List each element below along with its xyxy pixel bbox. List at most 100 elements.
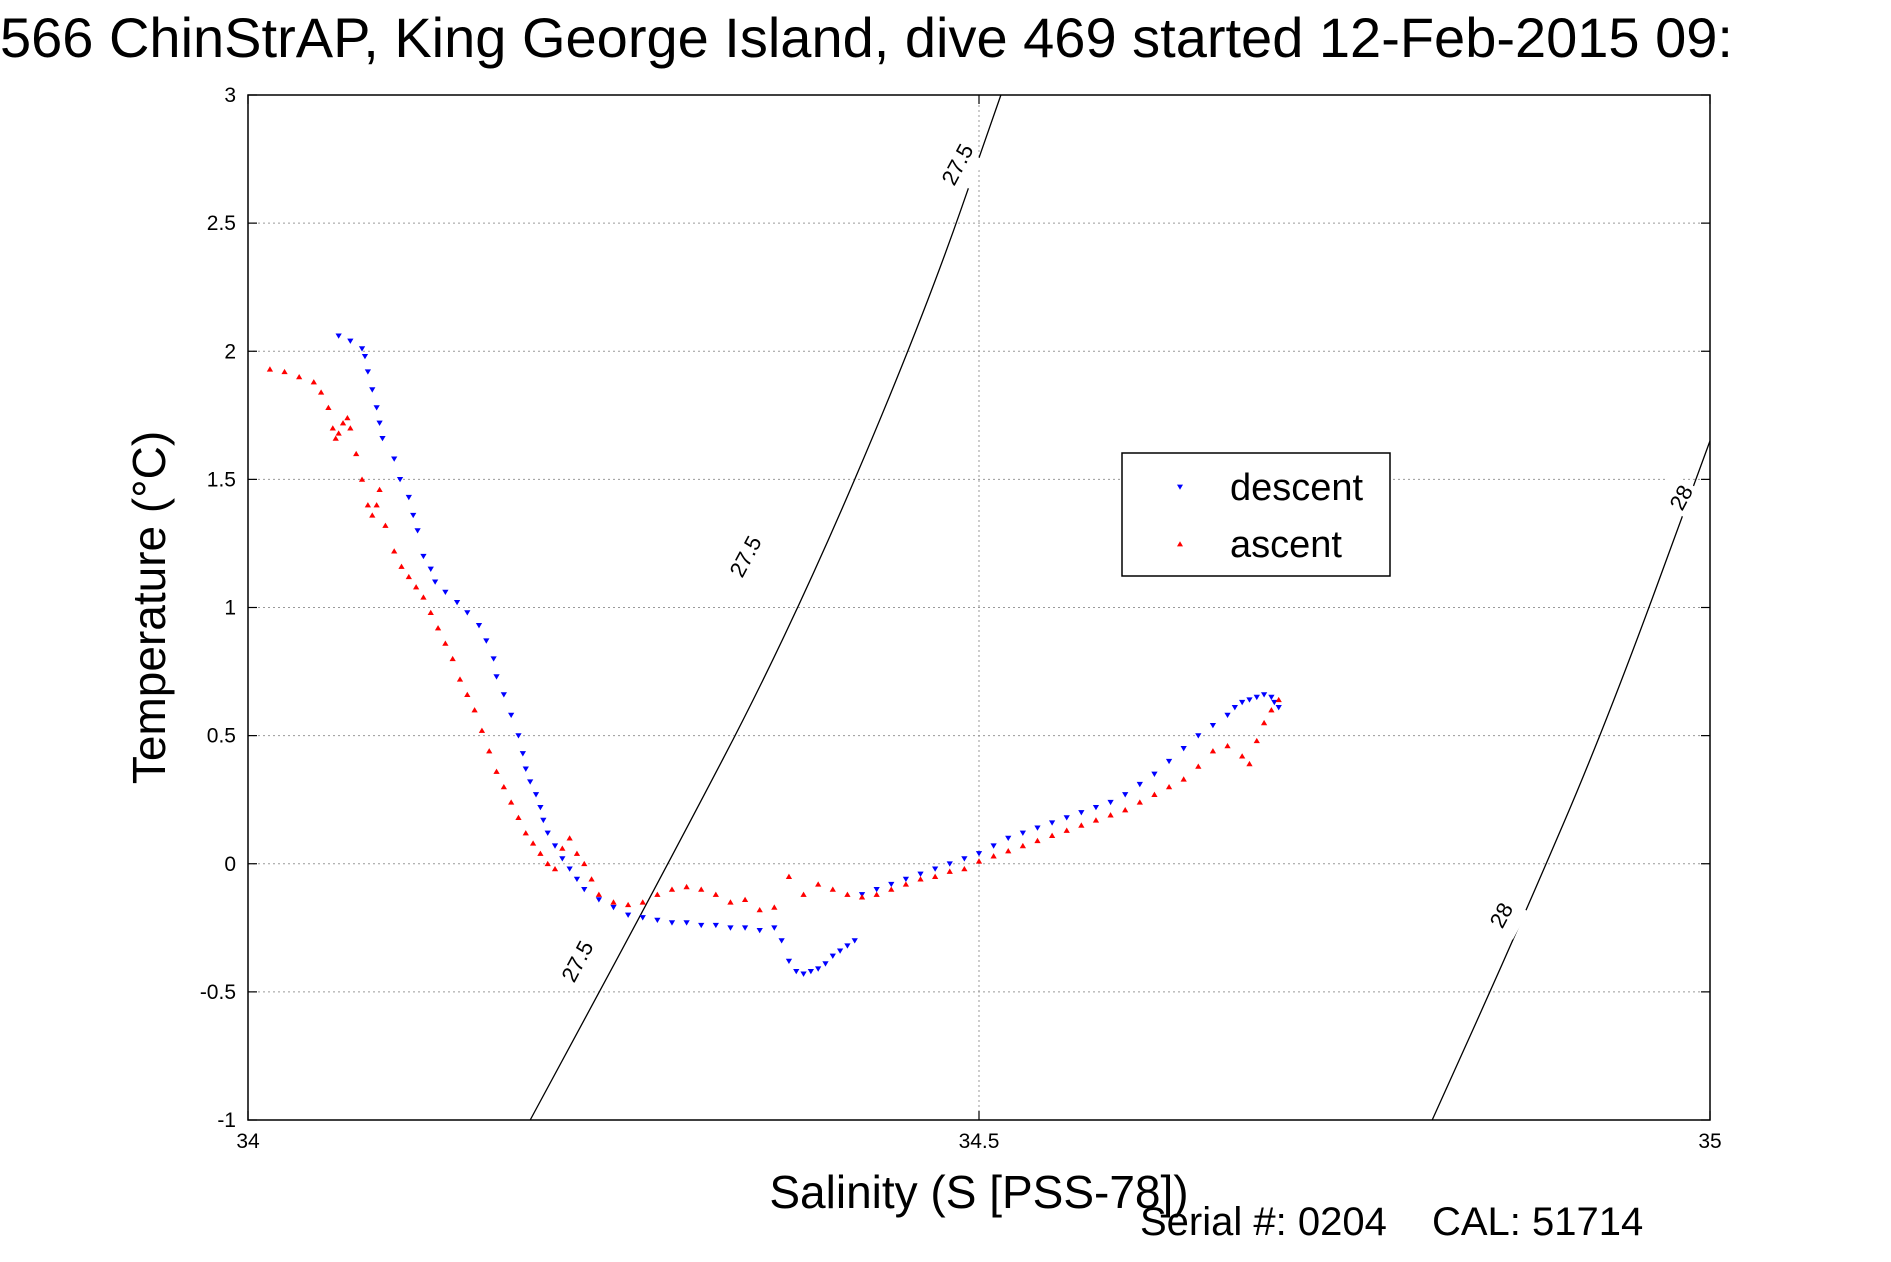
ascent-point [1078, 822, 1085, 828]
descent-point [522, 766, 529, 772]
ascent-point [1063, 827, 1070, 833]
descent-point [1165, 758, 1173, 765]
ascent-point [522, 830, 529, 836]
descent-point [453, 599, 461, 606]
descent-point [961, 856, 968, 862]
descent-point [1078, 810, 1085, 816]
ascent-point [858, 894, 866, 900]
ascent-point [1107, 812, 1114, 818]
descent-point [1231, 705, 1238, 711]
descent-point [379, 435, 386, 442]
ascent-point [449, 655, 456, 662]
ascent-point [382, 522, 389, 528]
ascent-point [281, 368, 288, 375]
ascent-point [844, 891, 851, 897]
descent-point [844, 943, 851, 949]
ascent-point [946, 868, 953, 874]
descent-point [946, 861, 953, 867]
descent-point [836, 948, 844, 954]
ascent-point [932, 873, 939, 879]
contour-label-bg [930, 139, 985, 189]
descent-point [888, 881, 895, 888]
descent-point [741, 925, 749, 931]
x-axis-label: Salinity (S [PSS-78]) [769, 1166, 1188, 1218]
ascent-point [1253, 737, 1260, 744]
ascent-point [353, 450, 360, 457]
ascent-point [741, 896, 749, 903]
ascent-point [296, 373, 303, 380]
ascent-point [756, 906, 763, 913]
ascent-point [544, 860, 551, 867]
descent-point [1005, 835, 1012, 842]
ascent-point [369, 512, 376, 518]
contour-line-27.5 [529, 94, 1002, 1121]
descent-point [1180, 746, 1187, 752]
ascent-point [1209, 748, 1217, 754]
ascent-point [358, 476, 366, 482]
ascent-point [529, 840, 537, 846]
ascent-point [785, 873, 793, 879]
descent-point [405, 494, 412, 501]
y-tick-label: 2 [224, 340, 236, 363]
legend-descent-marker [1177, 484, 1183, 490]
ascent-point [310, 379, 317, 385]
ascent-point [712, 891, 719, 897]
descent-point [1239, 699, 1246, 706]
ascent-point [595, 891, 603, 897]
y-tick-label: 1.5 [207, 468, 236, 491]
ascent-point [434, 625, 442, 631]
ascent-point [325, 404, 332, 411]
ascent-point [1165, 783, 1173, 790]
ascent-point [551, 865, 559, 872]
ascent-point [442, 640, 449, 646]
descent-point [1268, 694, 1275, 701]
descent-point [851, 938, 858, 944]
descent-point [420, 553, 427, 560]
descent-point [566, 866, 573, 872]
contour-line-28 [1431, 440, 1711, 1121]
y-tick-label: 0.5 [207, 725, 236, 748]
ascent-point [624, 901, 632, 908]
ascent-point [1034, 837, 1041, 844]
ascent-point [1268, 707, 1275, 713]
ascent-point [508, 799, 515, 805]
descent-point [1246, 697, 1253, 703]
descent-point [364, 369, 372, 375]
ascent-point [500, 783, 507, 790]
descent-point [396, 476, 404, 483]
descent-point [778, 938, 785, 944]
ascent-point [1246, 760, 1253, 767]
ascent-point [1260, 719, 1268, 726]
descent-point [1136, 781, 1143, 788]
descent-point [712, 922, 719, 929]
ascent-point [1136, 799, 1143, 805]
descent-point [793, 968, 800, 975]
descent-point [391, 456, 398, 462]
ascent-point [329, 425, 336, 431]
ascent-point [317, 389, 325, 395]
ascent-point [581, 860, 588, 867]
legend-ascent-label: ascent [1230, 524, 1342, 566]
ascent-point [654, 891, 661, 897]
y-tick-label: 2.5 [207, 212, 236, 235]
x-tick-label: 35 [1698, 1130, 1721, 1153]
ascent-point [344, 414, 351, 421]
ascent-point [1092, 817, 1100, 823]
descent-point [1019, 830, 1026, 836]
y-tick-label: -0.5 [200, 981, 236, 1004]
y-tick-label: 3 [224, 84, 236, 107]
ascent-point [1019, 842, 1026, 849]
ascent-point [610, 899, 617, 905]
ascent-point [975, 858, 983, 864]
descent-point [771, 925, 778, 931]
ascent-point [405, 573, 412, 580]
ascent-point [566, 835, 573, 841]
descent-point [369, 387, 376, 393]
ascent-series [266, 366, 1282, 913]
ascent-point [464, 691, 471, 698]
descent-point [1260, 692, 1268, 698]
ascent-point [902, 881, 910, 887]
descent-point [756, 927, 763, 934]
descent-point [508, 712, 515, 719]
descent-point [559, 856, 566, 862]
